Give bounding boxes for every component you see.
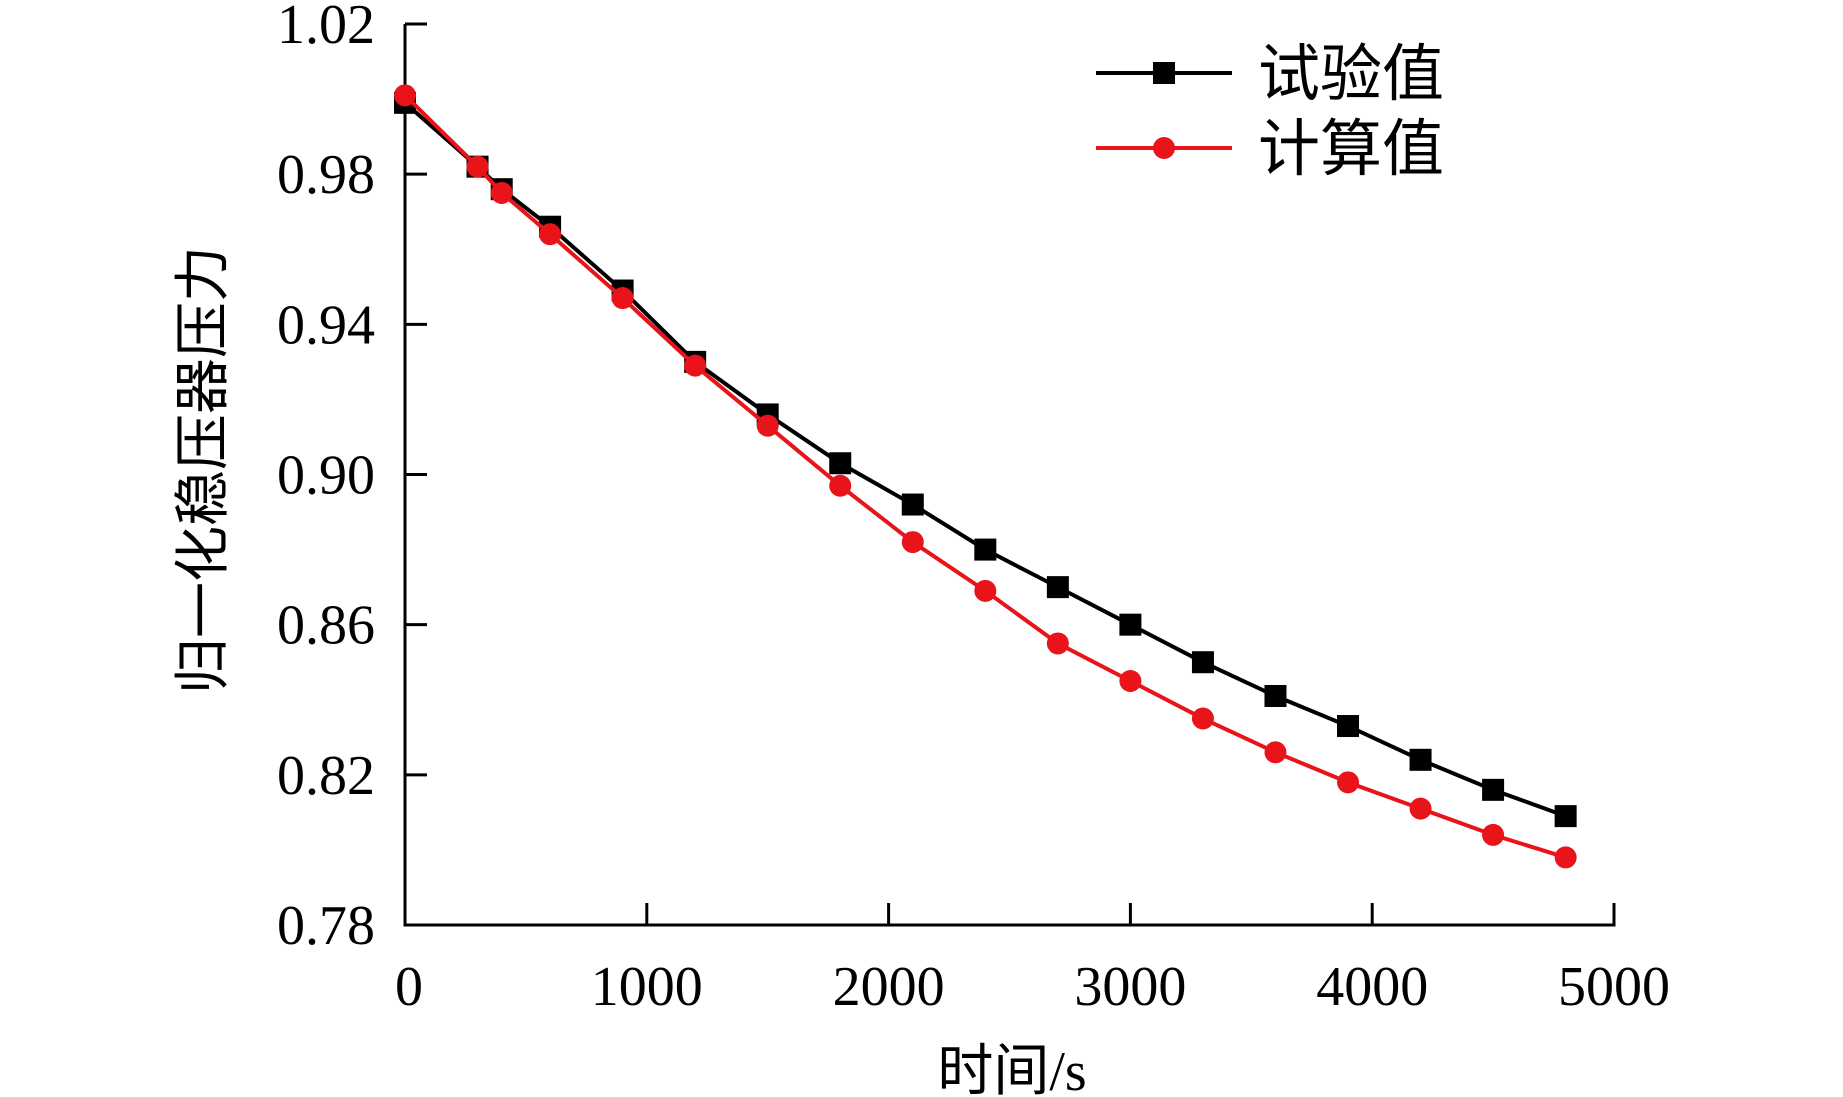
- data-point: [829, 452, 852, 475]
- y-tick-label: 0.90: [277, 445, 375, 507]
- x-tick-label: 0: [395, 956, 423, 1018]
- y-tick-label: 1.02: [277, 0, 375, 56]
- y-tick-label: 0.78: [277, 895, 375, 957]
- legend-marker: [1153, 62, 1175, 84]
- data-point: [1554, 846, 1577, 869]
- data-point: [1337, 715, 1360, 738]
- x-tick-label: 1000: [591, 956, 703, 1018]
- data-point: [1191, 651, 1214, 674]
- data-point: [1264, 684, 1287, 707]
- x-tick-label: 3000: [1074, 956, 1186, 1018]
- data-point: [1554, 805, 1577, 828]
- data-point: [466, 155, 489, 178]
- data-point: [974, 538, 997, 561]
- y-tick-label: 0.82: [277, 745, 375, 807]
- data-point: [1337, 771, 1360, 794]
- series-experimental: [394, 91, 1577, 828]
- data-point: [901, 493, 924, 516]
- legend-label: 计算值: [1258, 116, 1444, 184]
- legend-item: 试验值: [1096, 41, 1444, 109]
- data-point: [1191, 707, 1214, 730]
- data-point: [1046, 632, 1069, 655]
- y-tick-label: 0.94: [277, 294, 375, 356]
- series-line: [403, 101, 1567, 819]
- data-point: [756, 414, 779, 437]
- x-axis-label: 时间/s: [937, 1041, 1086, 1097]
- data-point: [1409, 748, 1432, 771]
- series-line: [403, 93, 1567, 860]
- data-point: [1409, 797, 1432, 820]
- data-point: [974, 579, 997, 602]
- data-point: [1482, 823, 1505, 846]
- data-point: [1264, 741, 1287, 764]
- x-tick-label: 4000: [1316, 956, 1428, 1018]
- data-point: [684, 354, 707, 377]
- data-point: [539, 223, 562, 246]
- ticks: 0 1000 2000 3000 4000 5000 0.78 0.82 0.86 0.90 0.9…: [277, 0, 1670, 1018]
- series-layer: [394, 84, 1577, 869]
- y-tick-label: 0.86: [277, 595, 375, 657]
- legend-item: 计算值: [1096, 116, 1444, 184]
- data-point: [1119, 613, 1142, 636]
- legend-label: 试验值: [1258, 41, 1444, 109]
- data-point: [1119, 669, 1142, 692]
- data-point: [394, 84, 416, 107]
- data-point: [1482, 778, 1505, 801]
- y-axis-label: 归一化稳压器压力: [173, 246, 235, 694]
- data-point: [490, 181, 513, 204]
- series-calculated: [394, 84, 1577, 869]
- x-tick-label: 2000: [833, 956, 945, 1018]
- x-tick-label: 5000: [1558, 956, 1670, 1018]
- data-point: [829, 474, 852, 497]
- data-point: [1046, 576, 1069, 599]
- data-point: [611, 287, 634, 310]
- legend-marker: [1153, 137, 1175, 159]
- data-point: [901, 531, 924, 554]
- y-tick-label: 0.98: [277, 144, 375, 206]
